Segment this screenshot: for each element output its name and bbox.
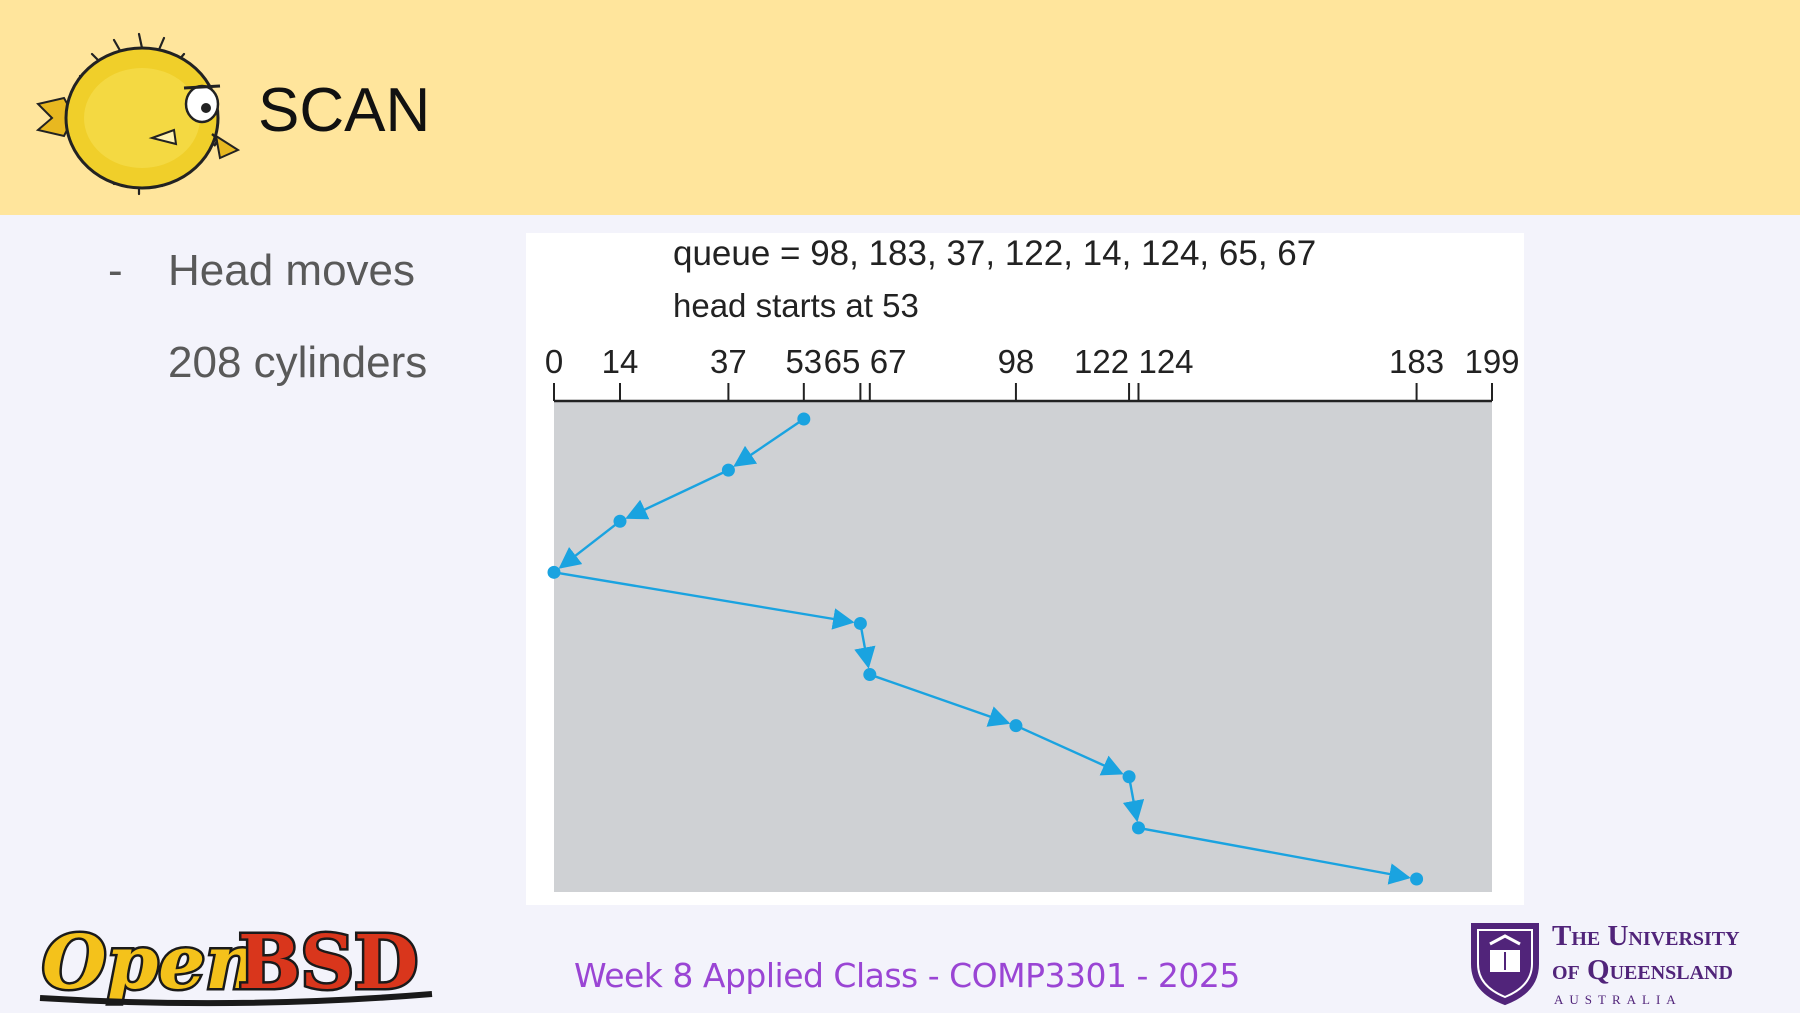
head-position-point [1122,770,1136,784]
head-movement-segment [553,571,855,630]
openbsd-logo: Open BSD [40,918,433,1008]
bullet-text: 208 cylinders [168,338,428,387]
head-position-point [1131,821,1145,835]
svg-text:Open: Open [42,920,259,1006]
head-position-point [1009,719,1023,733]
bullet-text: Head moves [168,246,416,295]
head-movement-segment [1015,724,1124,776]
footer-course-label: Week 8 Applied Class - COMP3301 - 2025 [574,956,1240,995]
head-movement-segment [558,520,621,569]
axis-tick-label: 14 [602,343,639,380]
axis-tick-label: 199 [1464,343,1519,380]
axis-tick-label: 124 [1138,343,1193,380]
puffy-mascot-icon [35,32,241,196]
axis-tick-label: 67 [870,343,907,380]
head-position-point [547,565,561,579]
axis-tick-label: 0 [545,343,563,380]
head-position-point [853,616,867,630]
bullet-marker: - [108,246,123,295]
university-logo: The University of Queensland AUSTRALIA [1468,920,1788,1010]
head-movement-segment [869,673,1011,727]
uq-crest-icon [1471,923,1539,1006]
axis-tick-label: 37 [710,343,747,380]
axis-tick-label: 98 [998,343,1035,380]
head-position-point [613,514,627,528]
axis-tick-label: 122 [1074,343,1129,380]
university-name-line1: The University [1552,920,1740,952]
slide-header: SCAN [0,0,1800,215]
head-movement-segment [1138,826,1411,885]
head-position-point [797,412,811,426]
axis-tick-label: 183 [1389,343,1444,380]
head-position-point [721,463,735,477]
head-movement-segment [854,623,876,669]
slide-title: SCAN [258,76,431,145]
queue-label: queue = 98, 183, 37, 122, 14, 124, 65, 6… [673,234,1316,273]
head-position-point [1410,872,1424,886]
head-movement-segment [733,418,805,467]
head-start-label: head starts at 53 [673,287,919,324]
scan-diagram: queue = 98, 183, 37, 122, 14, 124, 65, 6… [526,233,1524,905]
head-position-point [863,668,877,682]
svg-text:BSD: BSD [238,920,418,1006]
head-movement-segment [1122,776,1145,823]
plot-area [554,401,1492,892]
axis-tick-label: 65 [824,343,861,380]
axis-tick-label: 53 [785,343,822,380]
head-movement-segment [625,469,729,520]
university-name-line2: of Queensland [1552,954,1733,986]
university-country: AUSTRALIA [1554,992,1682,1007]
scan-chart: queue = 98, 183, 37, 122, 14, 124, 65, 6… [545,234,1520,892]
